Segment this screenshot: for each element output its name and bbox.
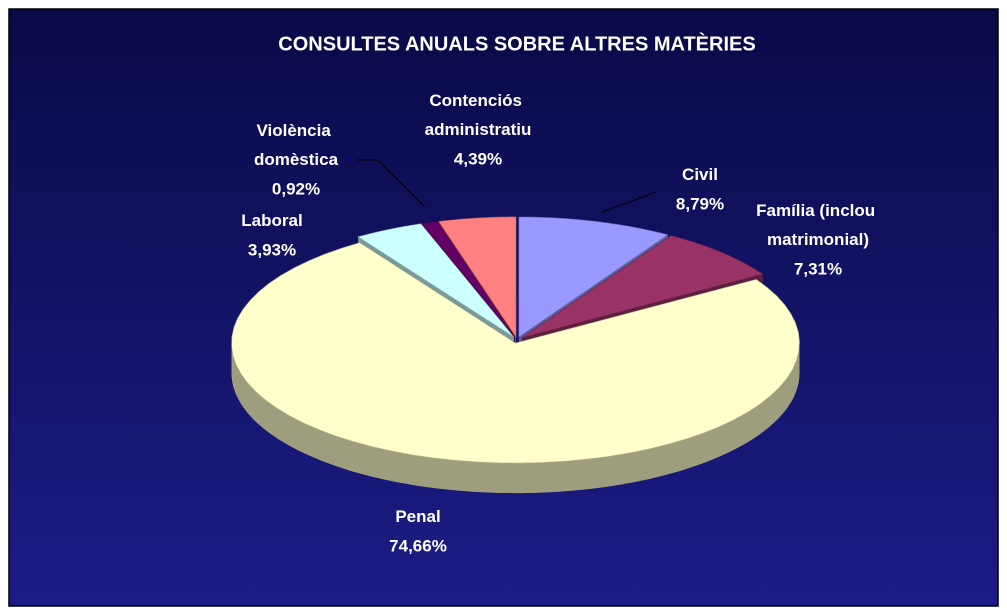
category-label: Penal [395, 507, 440, 526]
slice [438, 216, 517, 338]
slice [231, 242, 800, 464]
value-label: 7,31% [794, 259, 842, 278]
value-label: 74,66% [389, 536, 447, 555]
pie [231, 216, 800, 494]
slice-side [231, 343, 800, 494]
value-label: 4,39% [454, 149, 502, 168]
category-label: Família (inclou matrimonial) [756, 201, 880, 249]
category-label: Violència domèstica [254, 121, 339, 169]
category-label: Civil [682, 165, 718, 184]
category-label: Laboral [241, 211, 302, 230]
slice [518, 216, 669, 338]
slice [421, 221, 516, 338]
leader-line [356, 159, 425, 207]
leader-line [601, 191, 657, 213]
labels: Civil 8,79% Família (inclou matrimonial) 7,… [241, 91, 880, 555]
slice [357, 223, 515, 338]
category-label: Contenciós administratiu [425, 91, 532, 139]
slice [521, 235, 764, 339]
value-label: 8,79% [676, 194, 724, 213]
value-label: 3,93% [248, 240, 296, 259]
value-label: 0,92% [272, 179, 320, 198]
chart-title: CONSULTES ANUALS SOBRE ALTRES MATÈRIES [278, 32, 755, 55]
